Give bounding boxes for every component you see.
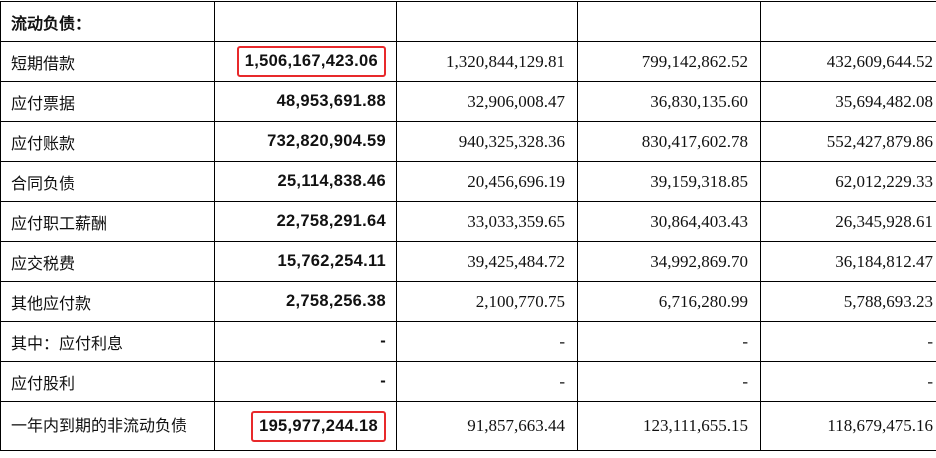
prior-period-value: -: [760, 361, 936, 402]
current-period-value: -: [214, 361, 397, 402]
table-row: 应付票据 48,953,691.88 32,906,008.47 36,830,135…: [0, 81, 936, 122]
prior-period-value: 20,456,696.19: [396, 161, 578, 202]
prior-period-value: 35,694,482.08: [760, 81, 936, 122]
prior-period-value: 118,679,475.16: [760, 401, 936, 451]
current-period-value: -: [214, 321, 397, 362]
row-label: 应付职工薪酬: [0, 201, 215, 242]
table-row: 其他应付款 2,758,256.38 2,100,770.75 6,716,280.9…: [0, 281, 936, 322]
row-label: 应付股利: [0, 361, 215, 402]
current-period-value: 195,977,244.18: [214, 401, 397, 451]
prior-period-value: 32,906,008.47: [396, 81, 578, 122]
prior-period-value: 26,345,928.61: [760, 201, 936, 242]
row-label: 短期借款: [0, 41, 215, 82]
prior-period-value: 799,142,862.52: [577, 41, 761, 82]
table-row: 应付账款 732,820,904.59 940,325,328.36 830,417,…: [0, 121, 936, 162]
prior-period-value: 62,012,229.33: [760, 161, 936, 202]
prior-period-value: 432,609,644.52: [760, 41, 936, 82]
section-header: 流动负债：: [0, 1, 215, 42]
prior-period-value: 940,325,328.36: [396, 121, 578, 162]
prior-period-value: 39,425,484.72: [396, 241, 578, 282]
current-period-value: 25,114,838.46: [214, 161, 397, 202]
row-label: 应交税费: [0, 241, 215, 282]
table-row: 短期借款 1,506,167,423.06 1,320,844,129.81 799,…: [0, 41, 936, 82]
row-label: 应付票据: [0, 81, 215, 122]
prior-period-value: 33,033,359.65: [396, 201, 578, 242]
table-row: 一年内到期的非流动负债 195,977,244.18 91,857,663.44 12…: [0, 401, 936, 451]
row-label: 其中：应付利息: [0, 321, 215, 362]
prior-period-value: 5,788,693.23: [760, 281, 936, 322]
current-period-value: 1,506,167,423.06: [214, 41, 397, 82]
highlight-box: 1,506,167,423.06: [236, 46, 386, 77]
prior-period-value: -: [396, 321, 578, 362]
table-row: 应付职工薪酬 22,758,291.64 33,033,359.65 30,864,4…: [0, 201, 936, 242]
current-period-value: 15,762,254.11: [214, 241, 397, 282]
prior-period-value: 830,417,602.78: [577, 121, 761, 162]
table-row: 其中：应付利息 - - - -: [0, 321, 936, 362]
prior-period-value: 2,100,770.75: [396, 281, 578, 322]
row-label: 其他应付款: [0, 281, 215, 322]
prior-period-value: 1,320,844,129.81: [396, 41, 578, 82]
prior-period-value: -: [396, 361, 578, 402]
prior-period-value: 91,857,663.44: [396, 401, 578, 451]
table-row: 应付股利 - - - -: [0, 361, 936, 402]
prior-period-value: 36,830,135.60: [577, 81, 761, 122]
prior-period-value: 36,184,812.47: [760, 241, 936, 282]
prior-period-value: -: [577, 321, 761, 362]
prior-period-value: 6,716,280.99: [577, 281, 761, 322]
prior-period-value: 123,111,655.15: [577, 401, 761, 451]
current-period-value: 22,758,291.64: [214, 201, 397, 242]
current-period-value: 48,953,691.88: [214, 81, 397, 122]
current-period-value: 732,820,904.59: [214, 121, 397, 162]
prior-period-value: -: [760, 321, 936, 362]
prior-period-value: 552,427,879.86: [760, 121, 936, 162]
current-period-value: 2,758,256.38: [214, 281, 397, 322]
highlight-box: 195,977,244.18: [251, 410, 386, 442]
table-row: 合同负债 25,114,838.46 20,456,696.19 39,159,318…: [0, 161, 936, 202]
prior-period-value: -: [577, 361, 761, 402]
prior-period-value: 30,864,403.43: [577, 201, 761, 242]
row-label: 应付账款: [0, 121, 215, 162]
section-header-row: 流动负债：: [0, 1, 936, 42]
row-label: 合同负债: [0, 161, 215, 202]
prior-period-value: 34,992,869.70: [577, 241, 761, 282]
row-label: 一年内到期的非流动负债: [0, 401, 215, 451]
prior-period-value: 39,159,318.85: [577, 161, 761, 202]
table-row: 应交税费 15,762,254.11 39,425,484.72 34,992,869…: [0, 241, 936, 282]
